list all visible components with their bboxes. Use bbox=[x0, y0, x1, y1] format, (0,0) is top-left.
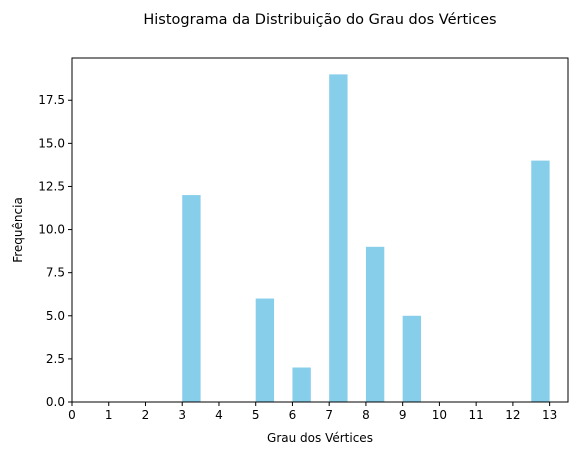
bar-0 bbox=[182, 195, 201, 402]
y-tick-label-0: 0.0 bbox=[46, 395, 65, 409]
x-tick-label-12: 12 bbox=[505, 408, 520, 422]
y-tick-label-6: 15.0 bbox=[38, 136, 65, 150]
x-tick-label-8: 8 bbox=[362, 408, 370, 422]
bar-5 bbox=[402, 315, 422, 402]
x-tick-label-6: 6 bbox=[289, 408, 297, 422]
x-tick-label-13: 13 bbox=[542, 408, 557, 422]
chart-title: Histograma da Distribuição do Grau dos V… bbox=[143, 12, 496, 28]
y-tick-label-1: 2.5 bbox=[46, 352, 65, 366]
bars-group bbox=[182, 74, 550, 402]
bar-1 bbox=[255, 298, 275, 402]
y-axis-label: Frequência bbox=[11, 197, 25, 263]
x-axis-ticks: 0 1 2 3 4 5 6 7 8 9 10 11 12 13 bbox=[68, 402, 557, 422]
x-axis-label: Grau dos Vértices bbox=[267, 431, 373, 445]
x-tick-label-11: 11 bbox=[469, 408, 484, 422]
plot-frame bbox=[71, 57, 569, 403]
x-tick-label-3: 3 bbox=[178, 408, 186, 422]
bar-4 bbox=[365, 246, 385, 402]
bar-6 bbox=[531, 160, 550, 402]
x-tick-label-0: 0 bbox=[68, 408, 76, 422]
x-tick-label-7: 7 bbox=[325, 408, 333, 422]
x-tick-label-2: 2 bbox=[142, 408, 150, 422]
x-tick-label-10: 10 bbox=[432, 408, 447, 422]
y-tick-label-2: 5.0 bbox=[46, 309, 65, 323]
bar-3 bbox=[329, 74, 348, 402]
y-tick-label-4: 10.0 bbox=[38, 223, 65, 237]
y-tick-label-3: 7.5 bbox=[46, 266, 65, 280]
x-tick-label-9: 9 bbox=[399, 408, 407, 422]
bar-2 bbox=[292, 367, 311, 402]
y-axis-ticks: 0.0 2.5 5.0 7.5 10.0 12.5 15.0 17.5 bbox=[38, 93, 72, 409]
x-tick-label-5: 5 bbox=[252, 408, 260, 422]
x-tick-label-4: 4 bbox=[215, 408, 223, 422]
x-tick-label-1: 1 bbox=[105, 408, 113, 422]
y-tick-label-7: 17.5 bbox=[38, 93, 65, 107]
y-tick-label-5: 12.5 bbox=[38, 179, 65, 193]
